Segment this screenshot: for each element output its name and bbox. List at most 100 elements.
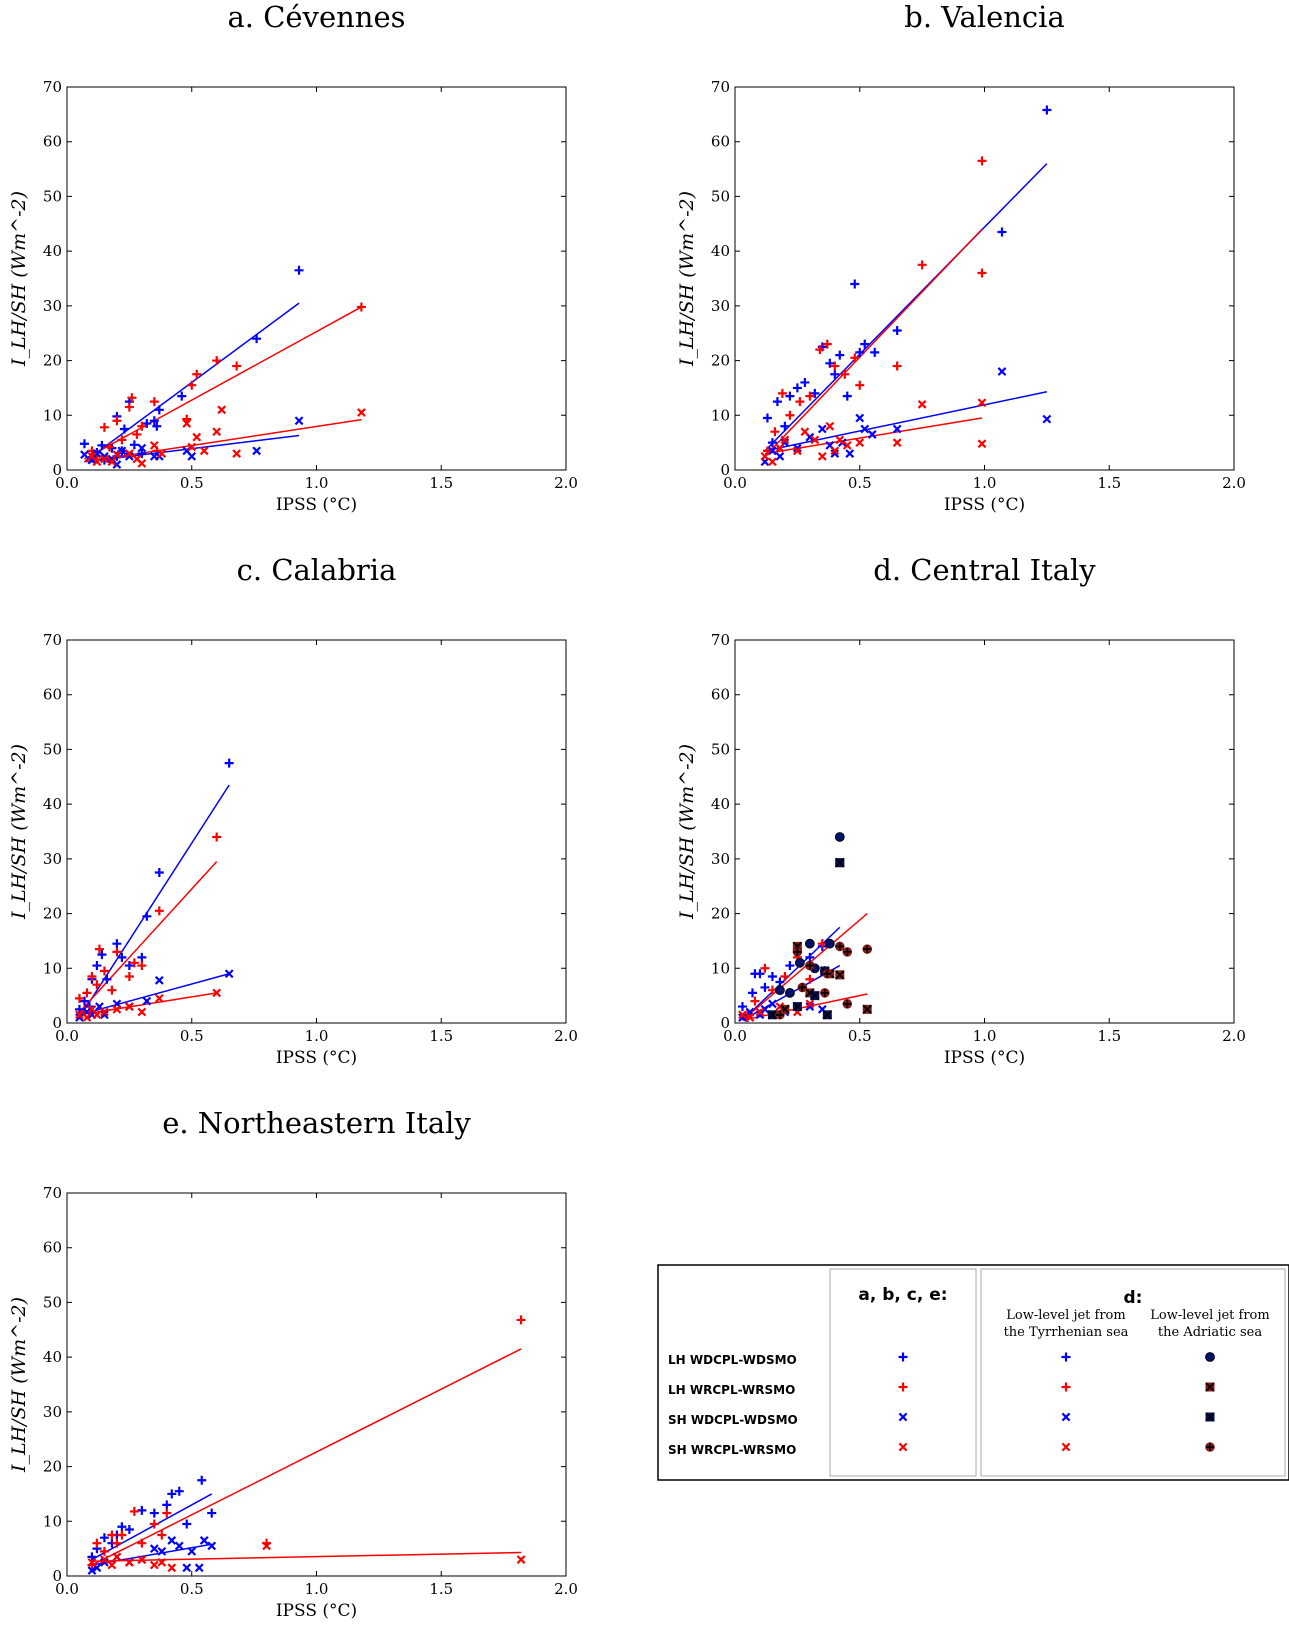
regression-line-lh_wd xyxy=(764,163,1048,452)
point-lh_wd xyxy=(767,438,777,448)
point-sh_wr xyxy=(805,999,815,1009)
x-tick-label: 1.5 xyxy=(429,474,453,492)
regression-line-lh_wd xyxy=(91,1493,213,1561)
point-lh_wd xyxy=(224,758,234,768)
y-tick-label: 0 xyxy=(720,1014,730,1032)
point-sh_wr xyxy=(262,1541,271,1551)
point-lh_wr xyxy=(129,958,139,968)
point-lh_wr xyxy=(805,974,815,984)
point-sh_wr xyxy=(212,427,222,437)
regression-line-lh_wr xyxy=(78,861,218,1013)
y-tick-label: 60 xyxy=(711,133,730,151)
point-sh_wr xyxy=(755,1007,765,1017)
x-tick-label: 0.5 xyxy=(848,474,872,492)
x-tick-label: 0.0 xyxy=(723,474,747,492)
point-sh_wr xyxy=(167,1563,177,1573)
point-lh_wr xyxy=(780,971,790,981)
point-sh_wr xyxy=(192,432,202,442)
point-lh_wd xyxy=(830,369,840,379)
point-lh_wr xyxy=(830,361,840,371)
panel-title: e. Northeastern Italy xyxy=(162,1106,471,1140)
point-lh_wd xyxy=(137,952,147,962)
point-lh_wr xyxy=(94,944,104,954)
point-lh_wr xyxy=(99,1546,109,1556)
y-tick-label: 10 xyxy=(43,406,62,424)
x-tick-label: 0.5 xyxy=(180,474,204,492)
point-sh_wr xyxy=(149,1560,159,1570)
y-tick-label: 30 xyxy=(43,850,62,868)
point-sh_wr xyxy=(124,449,134,458)
legend-row-sh-wd: SH WDCPL-WDSMO xyxy=(668,1413,798,1427)
legend-marker-adriatic-ad_lh_wd xyxy=(1205,1352,1215,1362)
panel-title: a. Cévennes xyxy=(227,0,405,34)
point-sh_wr xyxy=(780,435,790,445)
point-lh_wr xyxy=(124,402,134,412)
y-axis-label: I_LH/SH (Wm^-2) xyxy=(676,744,698,920)
point-lh_wr xyxy=(107,1530,117,1540)
point-sh_wd xyxy=(860,424,870,434)
point-sh_wr xyxy=(830,446,840,456)
point-lh_wr xyxy=(212,356,222,366)
legend-marker-adriatic-ad_sh_wd xyxy=(1205,1412,1215,1422)
point-lh_wr xyxy=(127,393,137,403)
regression-line-sh_wd xyxy=(764,391,1048,452)
point-sh_wd xyxy=(142,996,152,1006)
regression-line-sh_wd xyxy=(79,973,230,1016)
point-sh_wd xyxy=(207,1541,217,1551)
point-lh_wr xyxy=(132,429,142,439)
point-lh_wr xyxy=(154,906,164,916)
point-sh_wd xyxy=(867,430,877,439)
point-lh_wr xyxy=(137,421,147,431)
point-lh_wd xyxy=(102,974,112,984)
point-sh_wd xyxy=(294,416,304,426)
point-lh_wr xyxy=(760,963,770,973)
y-tick-label: 50 xyxy=(711,740,730,758)
regression-line-lh_wr xyxy=(764,228,983,457)
y-tick-label: 70 xyxy=(711,78,730,96)
point-sh_wr xyxy=(112,1552,122,1562)
point-lh_wd xyxy=(825,358,835,368)
y-tick-label: 30 xyxy=(43,1403,62,1421)
point-lh_wd xyxy=(177,391,187,401)
point-sh_wr xyxy=(745,1013,755,1022)
point-ad_sh_wd xyxy=(792,1001,803,1012)
point-lh_wd xyxy=(207,1508,217,1518)
point-lh_wr xyxy=(840,369,850,379)
point-sh_wd xyxy=(199,1536,209,1545)
point-sh_wr xyxy=(82,1013,92,1022)
point-sh_wd xyxy=(845,449,855,458)
point-sh_wd xyxy=(775,451,785,461)
point-lh_wr xyxy=(785,410,795,420)
x-axis-label: IPSS (°C) xyxy=(276,1048,357,1068)
point-lh_wr xyxy=(977,268,987,278)
point-lh_wd xyxy=(174,1486,184,1496)
point-sh_wd xyxy=(124,451,134,461)
point-sh_wr xyxy=(768,457,777,467)
y-tick-label: 10 xyxy=(43,1512,62,1530)
y-tick-label: 40 xyxy=(43,1348,62,1366)
y-tick-label: 60 xyxy=(43,133,62,151)
point-ad_lh_wr xyxy=(835,970,845,980)
point-sh_wd xyxy=(817,424,827,434)
point-sh_wr xyxy=(100,1007,109,1017)
point-lh_wd xyxy=(775,977,785,987)
x-tick-label: 0.0 xyxy=(55,1027,79,1045)
point-sh_wr xyxy=(107,1560,117,1570)
x-axis-label: IPSS (°C) xyxy=(276,495,357,515)
point-lh_wr xyxy=(107,985,117,995)
point-lh_wr xyxy=(187,380,197,390)
legend-marker-abce-lh_wd xyxy=(898,1352,908,1362)
legend-marker-adriatic-ad_sh_wr xyxy=(1205,1442,1215,1452)
y-tick-label: 60 xyxy=(43,686,62,704)
point-lh_wd xyxy=(762,413,772,423)
point-lh_wd xyxy=(792,383,802,393)
x-tick-label: 1.0 xyxy=(973,474,997,492)
point-sh_wr xyxy=(792,446,802,456)
point-sh_wr xyxy=(182,419,192,428)
point-sh_wd xyxy=(157,1547,167,1556)
panel-3: c. Calabria 0 10 20 30 40 50 60 70 0.0 0.5 1.0 1.5 2.… xyxy=(8,553,578,1068)
legend-marker-tyrrhenian-sh_wd xyxy=(1061,1412,1071,1422)
point-sh_wd xyxy=(187,1547,197,1556)
point-sh_wr xyxy=(100,454,109,464)
point-lh_wd xyxy=(760,982,770,992)
